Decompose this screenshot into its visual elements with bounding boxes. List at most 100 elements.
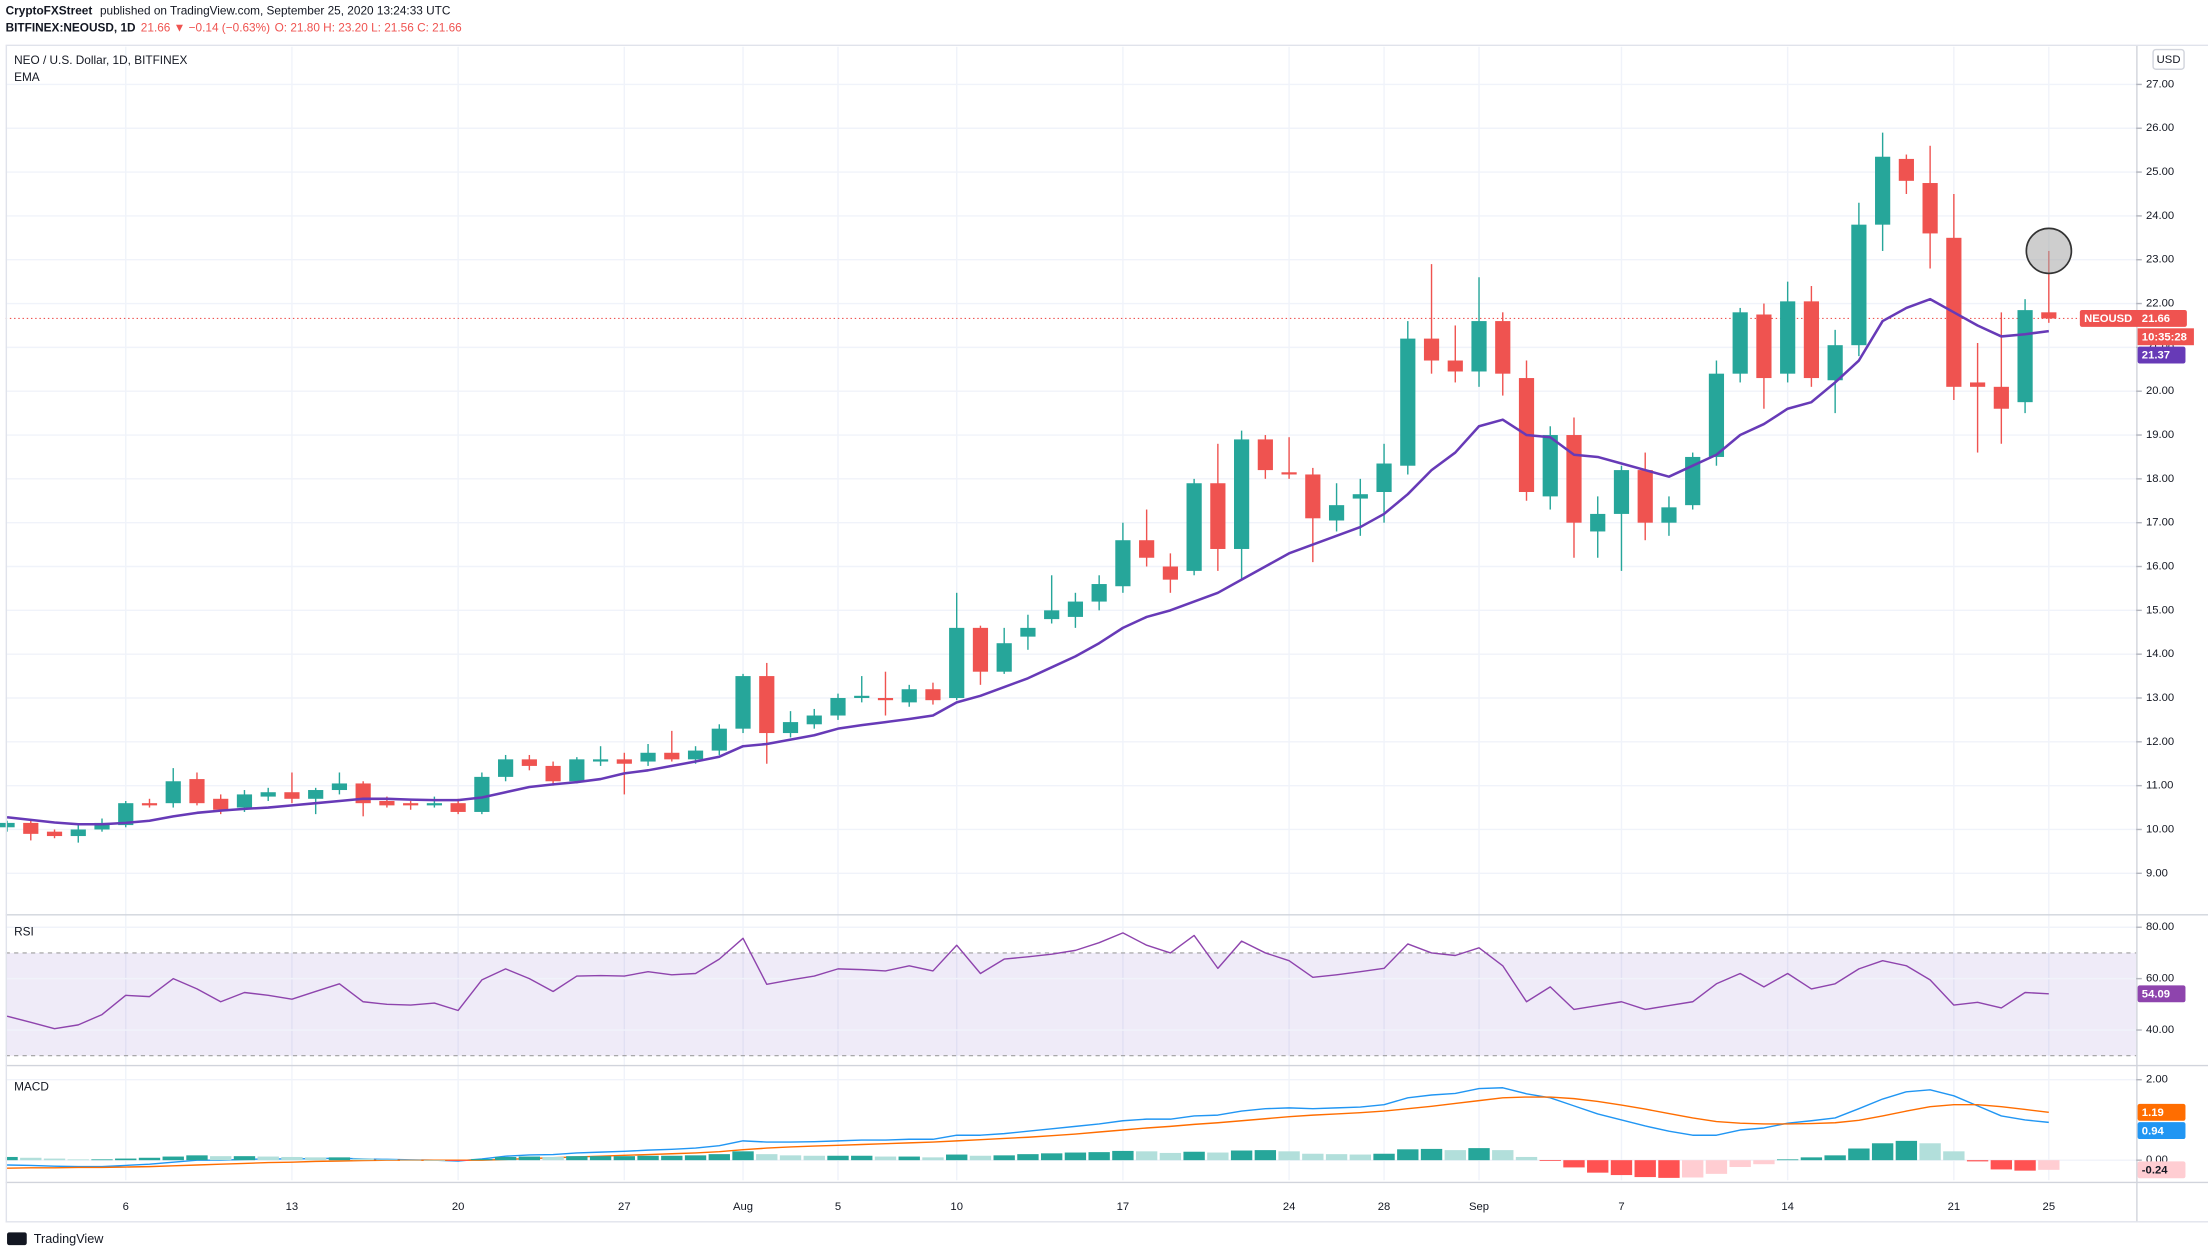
- histogram-bar: [1064, 1152, 1087, 1161]
- tag-box: [2137, 346, 2186, 364]
- histogram-bar: [898, 1156, 920, 1161]
- histogram-bar: [1325, 1154, 1348, 1161]
- candle-body: [23, 822, 39, 834]
- tag-box: [2079, 310, 2187, 327]
- histogram-bar: [1539, 1160, 1561, 1161]
- y-tick-label: 9.00: [2146, 867, 2168, 879]
- candle-body: [664, 752, 680, 760]
- histogram-bar: [20, 1157, 42, 1161]
- candle-body: [1566, 435, 1582, 523]
- histogram-bar: [1563, 1160, 1585, 1168]
- y-tick-label: 13.00: [2146, 692, 2174, 704]
- histogram-bar: [115, 1158, 137, 1161]
- tag-value: 21.66: [2142, 313, 2170, 325]
- histogram-bar: [827, 1155, 849, 1161]
- y-tick-label: 24.00: [2146, 210, 2174, 222]
- x-tick-label: 21: [1948, 1201, 1961, 1213]
- candle-body: [450, 803, 466, 812]
- highlight-circle: [2025, 227, 2073, 275]
- value-tag: 0.94: [2137, 1122, 2186, 1140]
- y-tick-label: 17.00: [2146, 517, 2174, 529]
- histogram-bar: [756, 1154, 778, 1161]
- histogram-bar: [969, 1155, 992, 1161]
- x-tick-label: 27: [618, 1201, 631, 1213]
- tag-name: NEOUSD: [2084, 313, 2132, 325]
- histogram-bar: [518, 1156, 541, 1161]
- candle-body: [1139, 540, 1155, 558]
- histogram-bar: [257, 1156, 279, 1161]
- candle-body: [592, 759, 609, 762]
- candle-body: [1969, 382, 1986, 387]
- candle-body: [1044, 610, 1060, 620]
- candle-body: [1827, 345, 1843, 381]
- histogram-bar: [1230, 1150, 1253, 1161]
- candle-body: [308, 790, 324, 799]
- histogram-bar: [210, 1156, 232, 1161]
- histogram-bar: [589, 1156, 612, 1161]
- brand: TradingView: [34, 1232, 105, 1246]
- histogram-bar: [5, 1156, 18, 1161]
- candle-body: [1685, 456, 1701, 506]
- candle-body: [1162, 566, 1178, 580]
- ohlc: O: 21.80 H: 23.20 L: 21.56 C: 21.66: [275, 21, 463, 35]
- candle-body: [569, 759, 585, 782]
- candle-body: [2041, 312, 2057, 319]
- candle-body: [236, 794, 253, 808]
- candle-body: [806, 715, 822, 725]
- histogram-bar: [1753, 1160, 1775, 1165]
- histogram-bar: [1468, 1148, 1490, 1161]
- candle-body: [1115, 540, 1131, 587]
- tag-box: [2137, 1161, 2186, 1179]
- histogram-bar: [922, 1157, 944, 1161]
- histogram-bar: [471, 1158, 493, 1161]
- histogram-bar: [874, 1156, 897, 1161]
- y-tick-label: 25.00: [2146, 166, 2174, 178]
- histogram-bar: [1871, 1143, 1894, 1161]
- pane-title: RSI: [14, 925, 34, 939]
- series-line: [6, 297, 2049, 826]
- publisher: CryptoFXStreet: [6, 4, 93, 18]
- candle-body: [687, 750, 704, 760]
- candle-body: [331, 783, 348, 791]
- histogram-bar: [1492, 1150, 1514, 1161]
- histogram-bar: [1919, 1143, 1941, 1161]
- series-line: [6, 932, 2049, 1030]
- tag-box: [2137, 328, 2194, 346]
- x-tick-label: 24: [1283, 1201, 1296, 1213]
- histogram-bar: [352, 1158, 374, 1161]
- candle-body: [901, 689, 917, 703]
- histogram-bar: [43, 1158, 66, 1161]
- tag-value: 1.19: [2142, 1107, 2164, 1119]
- ema-tag: 21.37: [2137, 346, 2186, 364]
- histogram-bar: [1420, 1148, 1443, 1161]
- value-tag: 54.09: [2137, 985, 2186, 1003]
- currency-box[interactable]: [2152, 48, 2185, 70]
- histogram-bar: [1776, 1159, 1799, 1161]
- countdown: 10:35:28: [2142, 331, 2187, 343]
- candle-body: [46, 831, 63, 837]
- histogram-bar: [1349, 1154, 1371, 1161]
- y-tick-label: 60.00: [2146, 973, 2174, 985]
- histogram-bar: [613, 1156, 636, 1161]
- y-tick-label: 15.00: [2146, 604, 2174, 616]
- histogram-bar: [1966, 1160, 1989, 1162]
- y-tick-label: 12.00: [2146, 736, 2174, 748]
- histogram-bar: [708, 1154, 730, 1161]
- tag-value: 54.09: [2142, 988, 2170, 1000]
- logo-mark: [7, 1232, 27, 1246]
- x-tick-label: 10: [950, 1201, 963, 1213]
- candle-body: [1851, 224, 1867, 346]
- x-tick-label: 5: [835, 1201, 841, 1213]
- histogram-bar: [1587, 1160, 1609, 1173]
- candle-body: [972, 627, 989, 672]
- last-price-tag: NEOUSD 21.66 10:35:28: [2079, 310, 2194, 346]
- histogram-bar: [67, 1159, 89, 1161]
- pane-title: MACD: [14, 1079, 49, 1093]
- candle-body: [1400, 338, 1416, 466]
- candle-body: [1495, 321, 1511, 374]
- candle-body: [165, 781, 181, 804]
- candle-body: [94, 822, 110, 830]
- candle-body: [1234, 439, 1250, 549]
- candle-body: [1091, 584, 1107, 602]
